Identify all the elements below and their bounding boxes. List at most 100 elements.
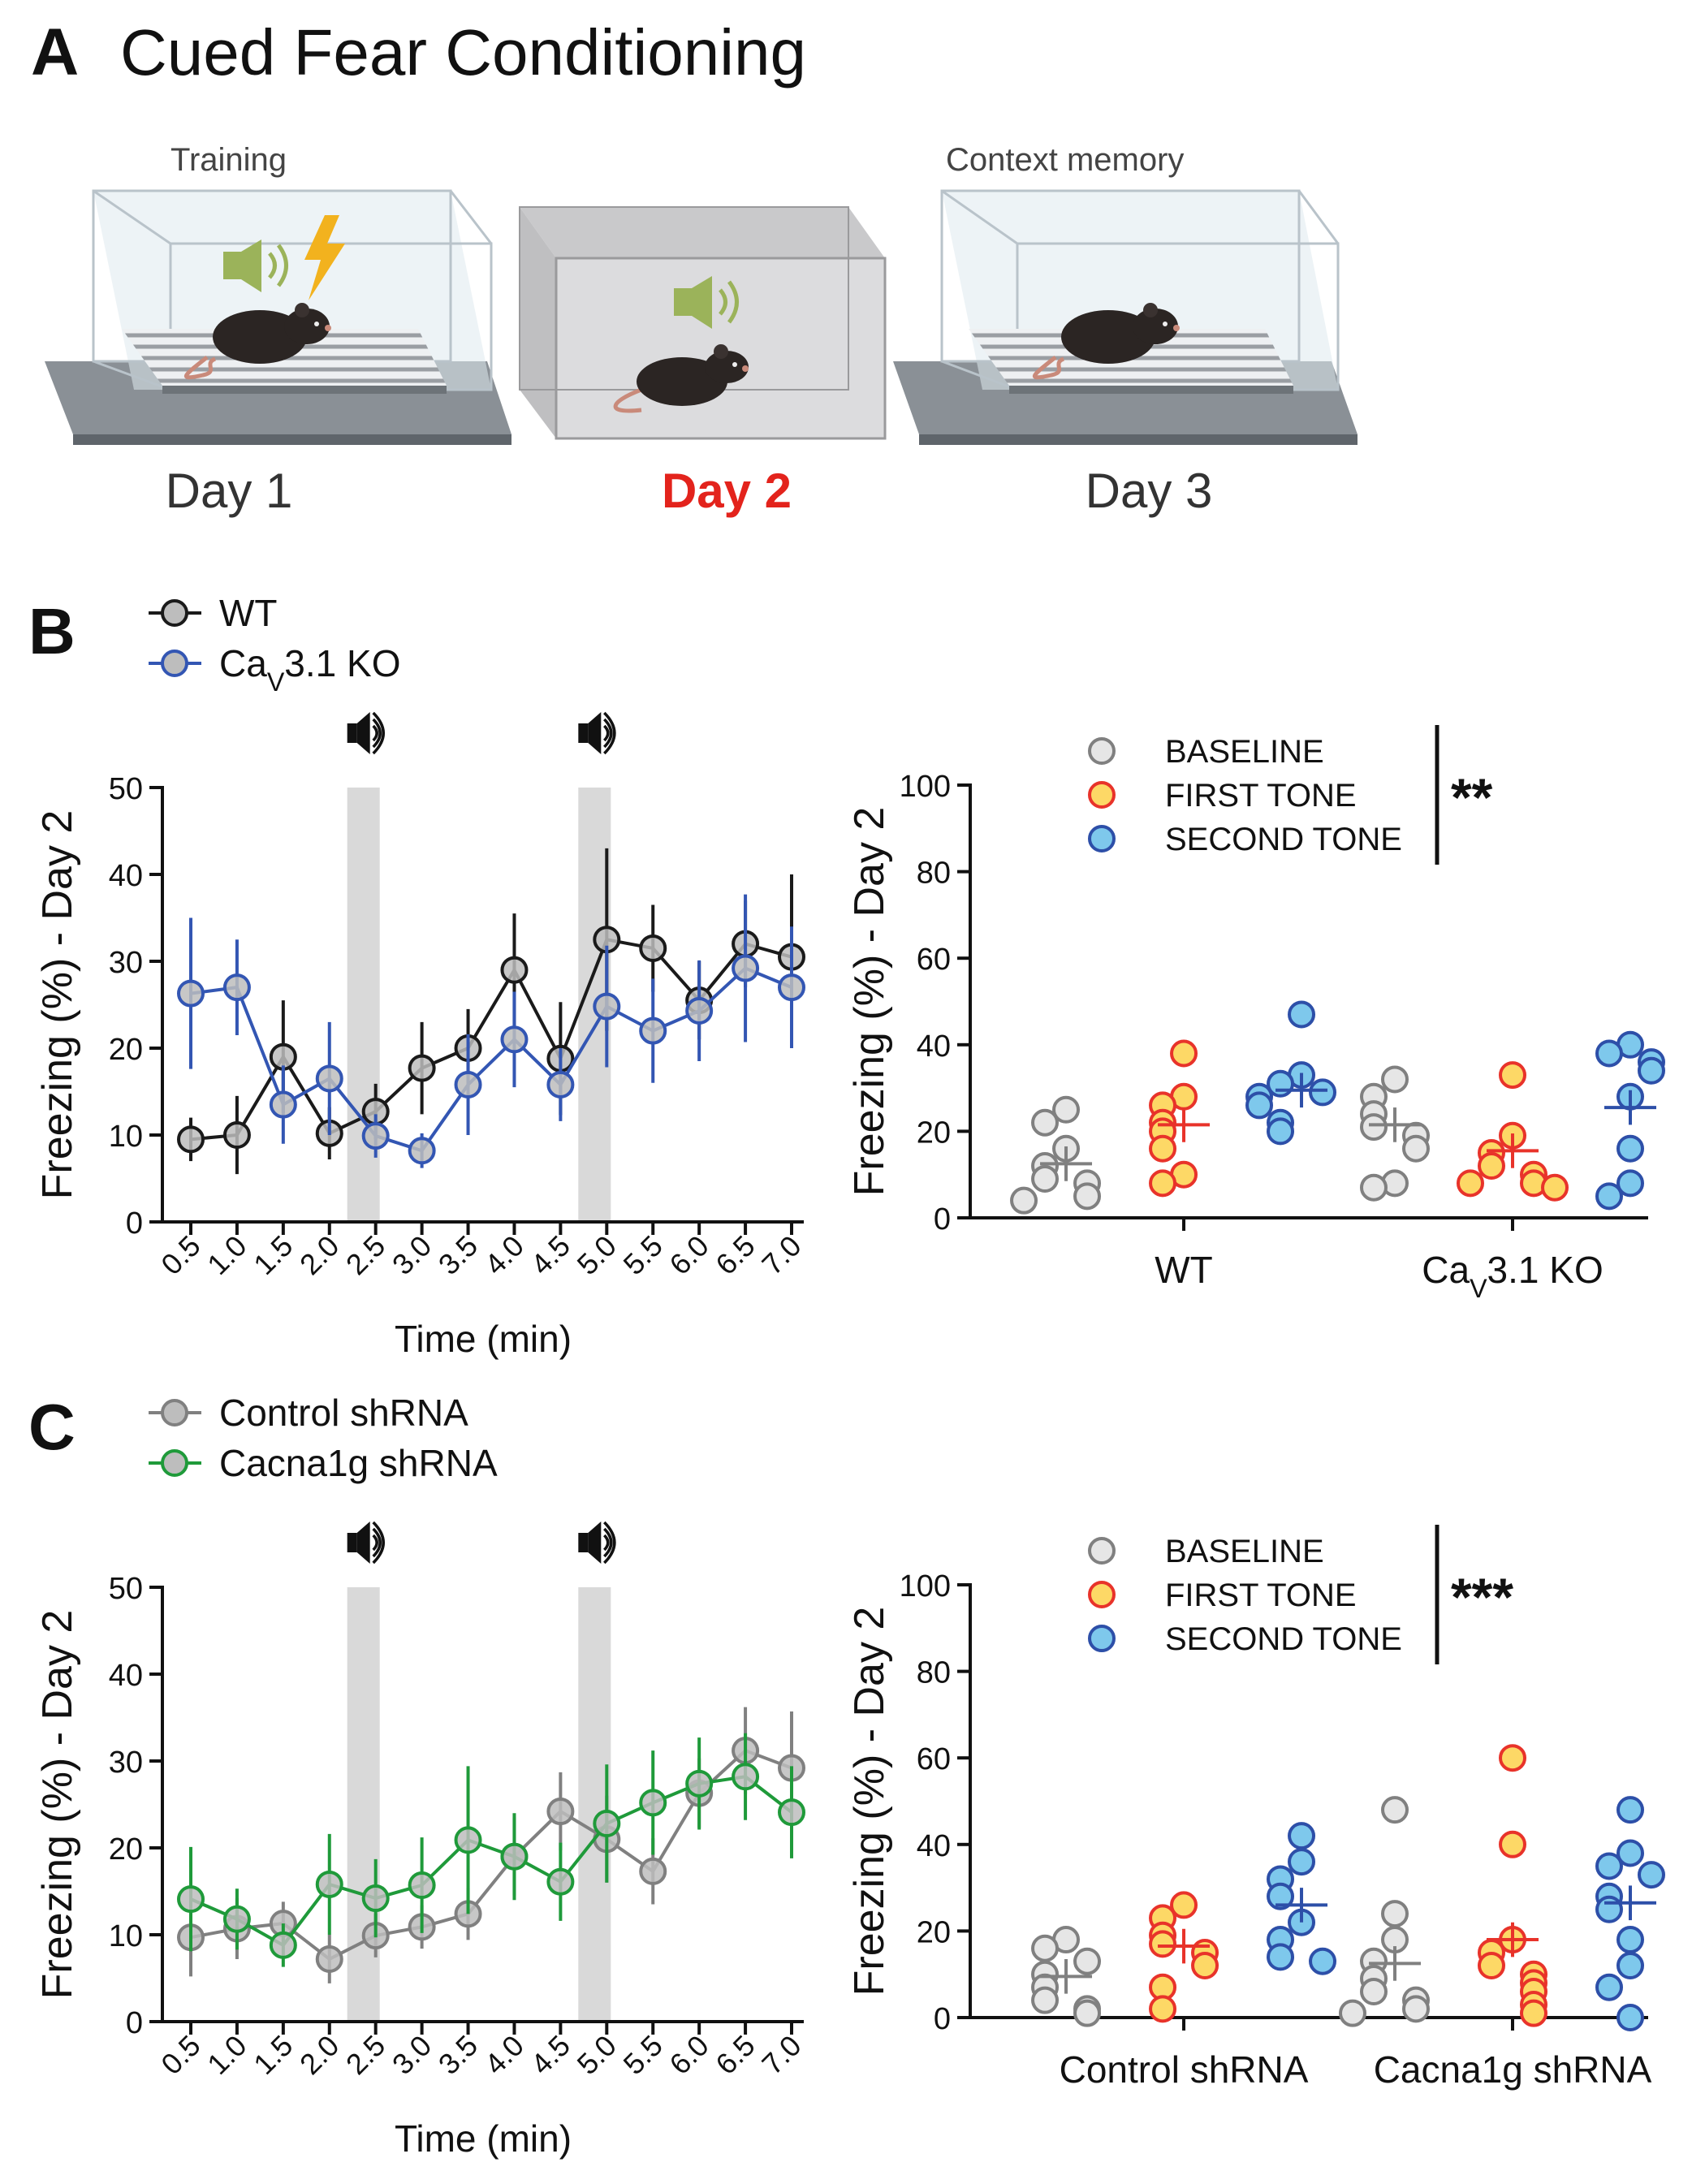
y-tick-label: 40 <box>109 859 143 893</box>
speaker-cone <box>356 712 370 754</box>
panel-c: C Control shRNA Cacna1g shRNA 0 10 20 30 40 50 0… <box>28 1391 1665 2160</box>
data-point <box>1267 1882 1295 1910</box>
data-point <box>1478 1152 1505 1180</box>
speaker-wave <box>603 724 610 742</box>
significance-stars: *** <box>1451 1567 1513 1627</box>
data-point <box>732 954 760 982</box>
data-point <box>1073 1182 1102 1211</box>
x-axis-title: Time (min) <box>395 1318 572 1360</box>
y-axis-title: Freezing (%) - Day 2 <box>846 1607 893 1996</box>
data-point <box>1010 1186 1038 1215</box>
x-tick-label: 4.0 <box>478 2029 530 2081</box>
legend-label-1: Cacna1g shRNA <box>219 1442 498 1484</box>
scene-day3-label: Day 3 <box>1086 464 1213 518</box>
x-tick-label: 5.5 <box>617 2029 669 2081</box>
speaker-cone <box>588 1521 602 1564</box>
data-point <box>315 1064 343 1093</box>
speaker-icon <box>347 1521 385 1565</box>
data-point <box>1638 1861 1665 1889</box>
data-point <box>1499 1830 1526 1858</box>
data-point <box>1595 1852 1623 1880</box>
speaker-wave <box>603 1527 613 1558</box>
speaker-wave <box>372 1527 382 1558</box>
data-point <box>177 1885 205 1914</box>
data-point <box>685 1769 714 1798</box>
data-point <box>639 1857 667 1885</box>
legend-label-0: Control shRNA <box>219 1392 468 1434</box>
x-tick-label: 6.5 <box>709 2029 761 2081</box>
x-tick-label: 2.0 <box>293 1229 345 1281</box>
data-point <box>778 973 805 1002</box>
data-point <box>732 1763 760 1791</box>
data-point <box>1616 2004 1644 2031</box>
data-point <box>1402 1134 1430 1163</box>
data-point <box>1149 1169 1177 1198</box>
group-label-0: Control shRNA <box>1060 2048 1309 2091</box>
x-tick-label: 3.5 <box>432 2029 484 2081</box>
data-point <box>1616 1796 1644 1824</box>
scene-day2: Day 2 <box>519 206 887 518</box>
data-point <box>1616 1134 1644 1163</box>
data-point <box>1191 1952 1219 1980</box>
data-point <box>593 992 621 1021</box>
scene-day1: Training <box>45 142 511 518</box>
speaker-body <box>347 1533 357 1552</box>
cage-icon <box>519 206 887 440</box>
y-axis-title: Freezing (%) - Day 2 <box>846 807 893 1197</box>
x-tick-label: 7.0 <box>755 1229 807 1281</box>
y-tick-label: 40 <box>109 1659 143 1693</box>
y-tick-label: 60 <box>917 943 951 977</box>
data-point <box>1170 1039 1198 1068</box>
legend-marker-1 <box>161 650 188 677</box>
data-point <box>1267 1943 1295 1971</box>
y-tick-label: 0 <box>126 2006 143 2040</box>
data-point <box>1031 1108 1060 1137</box>
data-point <box>315 1944 343 1973</box>
data-point <box>1595 1895 1623 1923</box>
speaker-cone <box>356 1521 370 1564</box>
y-tick-label: 0 <box>126 1206 143 1241</box>
x-axis-title: Time (min) <box>395 2117 572 2160</box>
data-point <box>1360 1173 1388 1202</box>
data-point <box>1402 1995 1430 2023</box>
data-point <box>1616 1839 1644 1867</box>
speaker-wave <box>372 718 382 749</box>
data-point <box>269 1090 297 1119</box>
y-tick-label: 50 <box>109 772 143 806</box>
data-point <box>1478 1952 1505 1980</box>
x-tick-label: 6.0 <box>663 1229 714 1281</box>
legend-marker-0 <box>161 1399 188 1427</box>
data-point <box>1541 1173 1569 1202</box>
data-point <box>639 1016 667 1045</box>
data-point <box>1457 1169 1484 1198</box>
y-tick-label: 80 <box>917 857 951 891</box>
data-point <box>269 1931 297 1959</box>
speaker-body <box>578 1533 589 1552</box>
speaker-icon <box>674 276 739 329</box>
data-point <box>500 1842 529 1871</box>
data-point <box>1360 1978 1388 2006</box>
scene-day1-label: Day 1 <box>166 464 293 518</box>
data-point <box>1499 1061 1526 1090</box>
data-point <box>1309 1078 1337 1107</box>
data-point <box>778 1798 805 1827</box>
scene-day3: Context memory Day 3 <box>893 142 1357 518</box>
mouse-icon <box>613 344 749 413</box>
speaker-body <box>347 723 357 743</box>
x-tick-label: 0.5 <box>154 1229 206 1281</box>
y-tick-label: 80 <box>917 1656 951 1690</box>
group-label-1: CaV3.1 KO <box>1422 1249 1604 1303</box>
data-point <box>1616 1952 1644 1980</box>
legend-label-1: CaV3.1 KO <box>219 642 401 697</box>
speaker-cone <box>588 712 602 754</box>
mouse-icon <box>183 303 331 380</box>
y-tick-label: 20 <box>109 1832 143 1867</box>
x-tick-label: 5.5 <box>617 1229 669 1281</box>
y-tick-label: 40 <box>917 1029 951 1064</box>
data-point <box>454 1070 482 1098</box>
speaker-body <box>578 723 589 743</box>
legend-label-1: FIRST TONE <box>1165 1578 1357 1613</box>
legend-marker-2 <box>1088 825 1116 852</box>
panel-a: A Cued Fear Conditioning Training <box>31 15 1357 518</box>
speaker-wave <box>372 1534 378 1552</box>
